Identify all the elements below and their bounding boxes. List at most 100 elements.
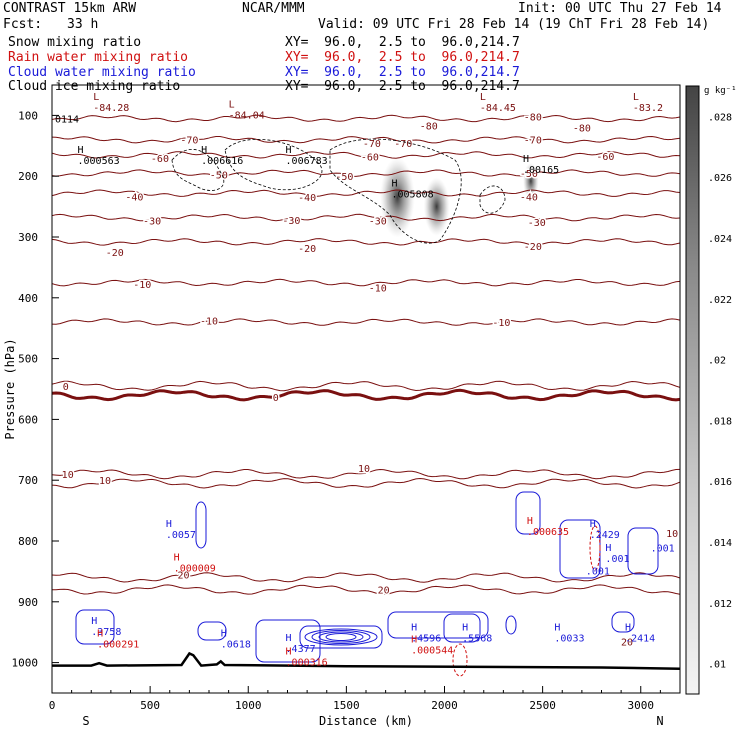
ice-outline-3 (479, 185, 506, 214)
extremum-mark-1: L (229, 99, 235, 110)
isotherm-label-27: 0 (63, 382, 69, 393)
extremum-mark-11: H (527, 516, 533, 527)
y-tick-label-9: 1000 (12, 657, 39, 670)
isotherm-label-1: -80 (420, 122, 438, 133)
extremum-value-21: .5568 (462, 633, 492, 644)
isotherm-label-6: -70 (524, 136, 542, 147)
extremum-value-22: .0033 (554, 633, 584, 644)
cloud-water-core-3 (325, 633, 357, 641)
isotherm-1 (52, 135, 680, 144)
cloud-water-core-1 (311, 630, 371, 644)
init-time: Init: 00 UTC Thu 27 Feb 14 (518, 1, 722, 16)
legend-cloud-ice-xy: XY= 96.0, 2.5 to 96.0,214.7 (285, 79, 520, 94)
extremum-value-20: .000544 (411, 645, 453, 656)
extremum-mark-17: H (286, 633, 292, 644)
isotherm-label-14: -40 (298, 193, 316, 204)
isotherm-3 (52, 169, 680, 177)
extremum-mark-23: H (625, 622, 631, 633)
cloud-water-contour-10 (505, 615, 517, 635)
cloud-water-contour-8 (387, 611, 489, 639)
extremum-mark-15: H (97, 628, 103, 639)
legend-cloud-water-xy: XY= 96.0, 2.5 to 96.0,214.7 (285, 65, 520, 80)
plain-label-2: .001 (586, 566, 610, 577)
extremum-value-12: .2429 (590, 530, 620, 541)
extremum-mark-8: H (523, 154, 529, 165)
extremum-value-13: .001 (605, 554, 629, 565)
isotherm-label-12: -50 (520, 169, 538, 180)
isotherm-2 (52, 151, 680, 159)
extremum-value-15: .000291 (97, 639, 139, 650)
extremum-mark-6: H (286, 145, 292, 156)
isotherm-label-16: -30 (143, 217, 161, 228)
x-tick-label-5: 2500 (529, 699, 556, 712)
x-tick-label-3: 1500 (333, 699, 360, 712)
isotherm-13 (52, 572, 680, 583)
isotherm-label-2: -80 (573, 124, 591, 135)
isotherm-label-32: 10 (666, 529, 678, 540)
extremum-mark-0: L (93, 92, 99, 103)
extremum-value-5: .006616 (201, 156, 243, 167)
isotherm-label-34: 20 (378, 586, 390, 597)
isotherm-label-13: -40 (125, 192, 143, 203)
legend-rain-label: Rain water mixing ratio (8, 50, 189, 65)
plain-label-1: .001 (651, 543, 675, 554)
isotherm-11 (52, 477, 680, 489)
colorbar-units: g kg⁻¹ (704, 86, 737, 96)
isotherm-10 (52, 388, 680, 402)
isotherm-label-35: 20 (621, 637, 633, 648)
isotherm-label-20: -20 (106, 248, 124, 259)
extremum-mark-22: H (554, 622, 560, 633)
extremum-mark-19: H (411, 622, 417, 633)
x-tick-label-0: 0 (49, 699, 56, 712)
x-tick-label-1: 500 (140, 699, 160, 712)
legend-snow-label: Snow mixing ratio (8, 35, 142, 50)
isotherm-8 (52, 318, 680, 326)
isotherm-label-17: -30 (282, 216, 300, 227)
ice-shading-1 (423, 177, 450, 236)
isotherm-12 (52, 468, 680, 480)
isotherm-label-18: -30 (369, 217, 387, 228)
extremum-value-11: .000635 (527, 527, 569, 538)
cloud-water-contour-4 (75, 609, 115, 645)
extremum-mark-18: H (286, 647, 292, 658)
isotherm-label-26: -10 (492, 318, 510, 329)
isotherm-label-31: 10 (358, 464, 370, 475)
isotherm-label-9: -60 (596, 152, 614, 163)
cloud-water-contour-7 (299, 625, 383, 649)
cloud-water-contour-9 (443, 613, 481, 643)
extremum-value-16: .0618 (221, 639, 251, 650)
extremum-mark-14: H (91, 616, 97, 627)
y-tick-label-2: 300 (18, 231, 38, 244)
isotherm-label-22: -20 (524, 242, 542, 253)
colorbar-tick-label-4: .018 (708, 416, 732, 427)
plot-frame (51, 84, 681, 694)
isotherm-label-15: -40 (520, 192, 538, 203)
cloud-water-core-2 (318, 631, 364, 643)
colorbar-tick-label-3: .016 (708, 477, 732, 488)
isotherm-6 (52, 238, 680, 246)
extremum-mark-16: H (221, 628, 227, 639)
extremum-mark-21: H (462, 622, 468, 633)
legend-cloud-ice-label: Cloud ice mixing ratio (8, 79, 181, 94)
y-tick-label-7: 800 (18, 535, 38, 548)
x-tick-label-6: 3000 (628, 699, 655, 712)
colorbar-tick-label-5: .02 (708, 356, 726, 367)
isotherm-label-8: -60 (361, 153, 379, 164)
extremum-mark-3: L (633, 92, 639, 103)
ice-outline-2 (329, 138, 462, 244)
isotherm-label-5: -70 (394, 139, 412, 150)
y-tick-label-6: 700 (18, 474, 38, 487)
isotherm-label-24: -10 (369, 283, 387, 294)
extremum-value-2: -84.45 (480, 103, 516, 114)
extremum-value-8: .00165 (523, 165, 559, 176)
extremum-value-4: .000563 (78, 156, 120, 167)
y-tick-label-5: 600 (18, 413, 38, 426)
extremum-mark-7: H (392, 178, 398, 189)
x-end-label-south: S (82, 714, 89, 728)
y-axis-label: Pressure (hPa) (3, 338, 17, 439)
isotherm-9 (52, 380, 680, 392)
terrain-line (52, 651, 680, 670)
extremum-value-7: .005808 (392, 189, 434, 200)
extremum-mark-5: H (201, 145, 207, 156)
